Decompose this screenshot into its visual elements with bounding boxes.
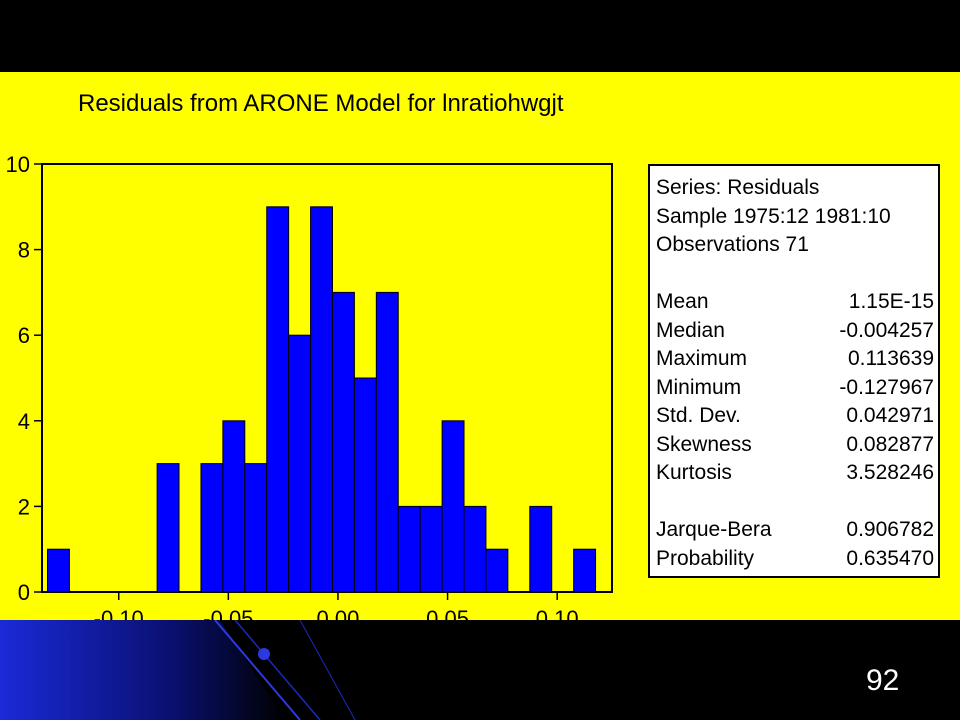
x-tick-label: 0.05	[426, 606, 469, 620]
stats-row: Skewness 0.082877	[656, 431, 934, 460]
histogram-bar	[200, 463, 224, 593]
stats-row: Jarque-Bera 0.906782	[656, 516, 934, 545]
stats-value: -0.127967	[839, 375, 934, 399]
y-tick-label: 6	[18, 323, 30, 348]
footer-decoration	[0, 620, 356, 720]
histogram-bar	[397, 505, 421, 593]
stats-row: Kurtosis 3.528246	[656, 459, 934, 488]
histogram-bar	[310, 206, 333, 593]
stats-row: Probability 0.635470	[656, 545, 934, 574]
histogram: 0 2 4 6 8 10 -0.10 -0.05 0.00 0.05 0.10	[6, 152, 613, 620]
y-tick-label: 2	[18, 494, 30, 519]
x-tick-label: -0.10	[94, 606, 144, 620]
histogram-bar	[266, 206, 290, 593]
stats-row: Mean 1.15E-15	[656, 288, 934, 317]
histogram-bar	[419, 505, 443, 593]
histogram-bar	[222, 420, 246, 593]
stats-value: 1.15E-15	[848, 290, 934, 313]
stats-value: -0.004257	[839, 318, 934, 342]
stats-value: 0.113639	[847, 347, 934, 370]
stats-row: Std. Dev. 0.042971	[656, 402, 934, 431]
stats-series: Series: Residuals	[656, 176, 820, 199]
x-tick-label: 0.10	[536, 606, 579, 620]
y-tick-label: 0	[18, 580, 30, 605]
histogram-bar	[331, 291, 355, 593]
histogram-bar	[288, 334, 312, 593]
histogram-bar	[463, 505, 487, 593]
stats-sample: Sample 1975:12 1981:10	[656, 204, 891, 228]
stats-label: Mean	[656, 290, 709, 313]
stats-row: Maximum 0.113639	[656, 345, 934, 374]
y-tick-label: 4	[18, 409, 30, 434]
histogram-bar	[156, 463, 180, 593]
y-tick-label: 10	[6, 152, 30, 177]
stats-value: 0.635470	[846, 546, 934, 570]
stats-value: 0.042971	[846, 404, 934, 427]
slide-top-band	[0, 0, 960, 72]
histogram-bar	[485, 548, 509, 593]
histogram-bar	[573, 548, 597, 593]
page-number: 92	[866, 664, 900, 697]
stats-label: Std. Dev.	[656, 404, 741, 427]
histogram-bar	[375, 291, 399, 593]
stats-label: Median	[656, 318, 725, 342]
histogram-bar	[529, 505, 553, 593]
footer-band	[0, 620, 960, 720]
histogram-bar	[244, 463, 268, 593]
histogram-bar	[46, 548, 70, 593]
stats-value: 0.906782	[846, 518, 934, 541]
stats-label: Probability	[656, 546, 755, 570]
x-tick-label: -0.05	[203, 606, 253, 620]
stats-label: Skewness	[656, 432, 752, 456]
stats-value: 0.082877	[846, 432, 934, 456]
stats-label: Kurtosis	[656, 461, 732, 484]
stats-observations: Observations 71	[656, 233, 809, 256]
x-tick-label: 0.00	[317, 606, 360, 620]
stats-label: Minimum	[656, 375, 742, 399]
histogram-bar	[353, 377, 377, 593]
stats-label: Maximum	[656, 347, 748, 370]
stats-row: Minimum -0.127967	[656, 374, 934, 403]
stats-label: Jarque-Bera	[656, 518, 772, 541]
stats-value: 3.528246	[846, 461, 934, 484]
statistics-box: Series: Residuals Sample 1975:12 1981:10…	[648, 164, 940, 578]
y-tick-label: 8	[18, 238, 30, 263]
histogram-bar	[441, 420, 465, 593]
stats-row: Median -0.004257	[656, 317, 934, 346]
chart-title: Residuals from ARONE Model for lnratiohw…	[78, 90, 564, 117]
